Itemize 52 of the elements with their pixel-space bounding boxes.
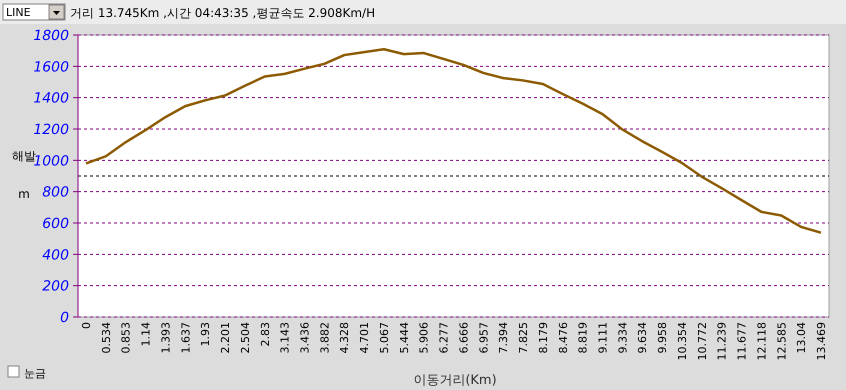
x-tick-label: 6.957 (477, 322, 490, 354)
x-tick-label: 12.118 (755, 322, 768, 360)
x-tick-label: 8.476 (556, 322, 570, 354)
x-tick-label: 9.958 (656, 322, 670, 354)
x-tick-label: 3.143 (278, 322, 292, 354)
y-tick-label: 1600 (33, 59, 70, 76)
y-tick-label: 1800 (33, 28, 70, 44)
y-tick-label: 800 (42, 184, 70, 201)
x-tick-label: 11.239 (716, 322, 729, 360)
x-axis-title: 이동거리(Km) (413, 373, 497, 388)
line-series (84, 48, 822, 234)
x-tick-label: 3.436 (298, 322, 312, 354)
x-tick-label: 5.906 (418, 322, 431, 354)
x-tick-label: 2.83 (258, 322, 272, 346)
text: LINE (6, 6, 31, 19)
x-tick-label: 7.394 (497, 322, 510, 354)
x-tick-label: 5.067 (378, 322, 391, 354)
x-tick-label: 2.201 (219, 322, 232, 354)
x-tick-label: 0 (80, 322, 93, 329)
x-tick-label: 5.444 (398, 322, 411, 354)
x-tick-label: 4.701 (358, 322, 372, 354)
y-tick-label: 1200 (33, 122, 70, 138)
x-tick-label: 2.504 (238, 322, 252, 354)
x-tick-label: 9.334 (616, 322, 630, 354)
x-tick-label: 1.14 (140, 322, 153, 346)
x-tick-label: 9.634 (636, 322, 650, 354)
y-tick-label: 600 (42, 216, 70, 232)
x-tick-label: 3.882 (318, 322, 332, 354)
x-tick-label: 13.469 (815, 322, 828, 360)
x-tick-label: 1.393 (159, 322, 172, 354)
x-tick-label: 10.354 (676, 322, 689, 360)
x-tick-label: 1.637 (179, 322, 192, 354)
x-tick-label: 0.853 (120, 322, 133, 354)
x-tick-label: 4.328 (338, 322, 352, 354)
x-tick-label: 0.534 (100, 322, 113, 354)
x-tick-label: 13.04 (795, 322, 808, 354)
y-tick-label: 0 (60, 310, 70, 326)
text: 눈금 (24, 367, 46, 380)
x-tick-label: 10.772 (696, 322, 709, 360)
y-tick-label: 200 (42, 278, 70, 295)
x-tick-label: 11.677 (736, 322, 749, 360)
x-tick-label: 1.93 (199, 322, 212, 346)
y-tick-label: 400 (42, 247, 70, 264)
x-tick-label: 7.825 (517, 322, 530, 354)
x-tick-label: 12.585 (775, 322, 788, 360)
x-tick-label: 8.819 (576, 322, 590, 354)
x-tick-label: 9.111 (596, 322, 610, 354)
x-tick-label: 6.277 (438, 322, 451, 354)
x-tick-label: 6.666 (457, 322, 470, 354)
y-tick-label: 1400 (33, 90, 70, 107)
chart-title: 거리 13.745Km ,시간 04:43:35 ,평균속도 2.908Km/H (70, 6, 376, 20)
x-tick-label: 8.179 (536, 322, 550, 354)
